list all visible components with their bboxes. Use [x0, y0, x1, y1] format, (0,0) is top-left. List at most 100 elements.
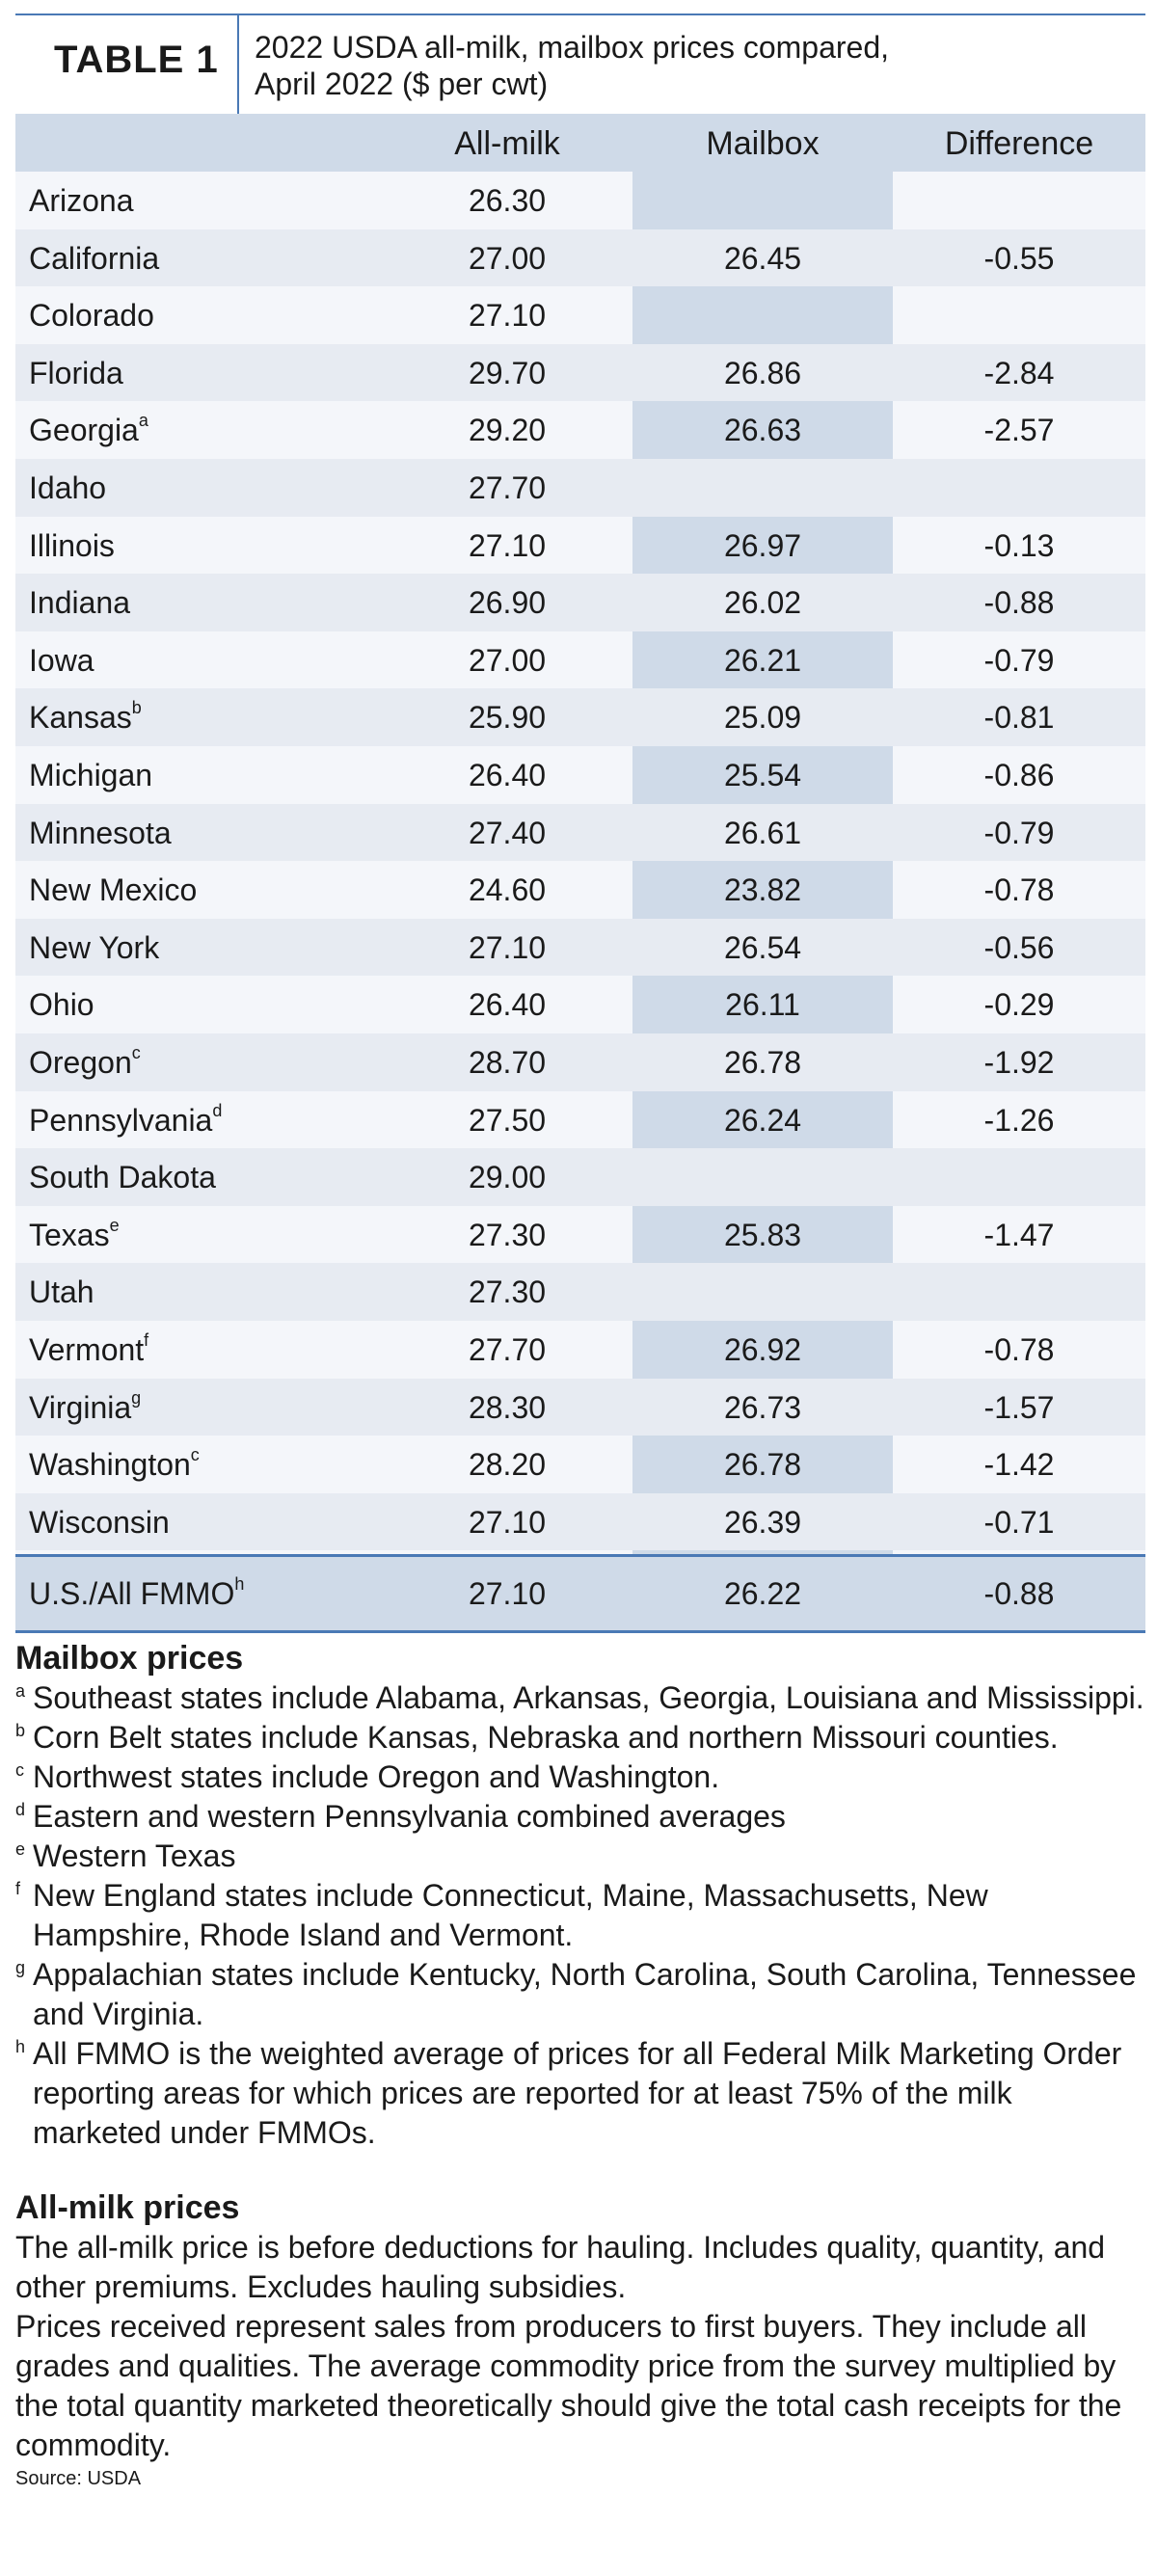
state-label: Vermont	[29, 1332, 145, 1367]
title-line-2: April 2022 ($ per cwt)	[255, 67, 549, 101]
mailbox-cell: 26.97	[723, 527, 802, 563]
state-label: Wisconsin	[29, 1504, 170, 1540]
difference-cell: -0.78	[983, 872, 1055, 908]
state-label: California	[29, 240, 160, 276]
notes-gap	[15, 2153, 1145, 2188]
table-title: 2022 USDA all-milk, mailbox prices compa…	[255, 29, 1103, 102]
table-header: TABLE 1 2022 USDA all-milk, mailbox pric…	[15, 13, 1145, 118]
state-label: Iowa	[29, 642, 94, 678]
total-difference-cell: -0.88	[983, 1576, 1055, 1611]
difference-cell: -1.57	[983, 1389, 1055, 1425]
difference-cell: -0.86	[983, 758, 1055, 792]
state-label: Texas	[29, 1217, 110, 1252]
state-cell: Florida	[29, 356, 123, 391]
footnote-text: Western Texas	[33, 1838, 236, 1873]
mailbox-cell: 25.83	[723, 1217, 802, 1252]
state-label: Virginia	[29, 1389, 132, 1425]
difference-cell: -1.47	[983, 1217, 1055, 1252]
footnote-item: b Corn Belt states include Kansas, Nebras…	[15, 1718, 1145, 1758]
total-state-label: U.S./All FMMO	[29, 1576, 235, 1611]
state-cell: Arizona	[29, 183, 134, 219]
source-note: Source: USDA	[15, 2468, 142, 2489]
state-label: South Dakota	[29, 1160, 216, 1195]
state-label: Pennsylvania	[29, 1102, 213, 1138]
table-row: Minnesota 27.40 26.61 -0.79	[15, 803, 1145, 862]
mailbox-notes-heading: Mailbox prices	[15, 1640, 244, 1677]
footnote-text: Corn Belt states include Kansas, Nebrask…	[33, 1720, 1059, 1755]
state-label: Michigan	[29, 758, 153, 792]
footnote-marker: c	[15, 1760, 24, 1780]
header-divider	[237, 15, 239, 116]
difference-cell: -1.26	[983, 1102, 1055, 1138]
footnote-text: Southeast states include Alabama, Arkans…	[33, 1680, 1144, 1715]
difference-cell: -0.29	[983, 987, 1055, 1023]
all-milk-cell: 27.00	[468, 642, 547, 678]
mailbox-cell: 25.54	[723, 758, 802, 792]
table-row: South Dakota 29.00	[15, 1148, 1145, 1206]
all-milk-cell: 29.70	[468, 355, 547, 390]
table-row: Utah 27.30	[15, 1263, 1145, 1321]
state-cell: Illinois	[29, 528, 115, 564]
footnote-mark: d	[212, 1100, 223, 1120]
state-cell: South Dakota	[29, 1160, 216, 1195]
footnote-item: d Eastern and western Pennsylvania combin…	[15, 1797, 1145, 1837]
footnote-marker: d	[15, 1800, 26, 1819]
all-milk-cell: 29.20	[468, 413, 547, 448]
difference-cell: -2.84	[983, 355, 1055, 390]
all-milk-cell: 27.10	[468, 1504, 547, 1540]
state-cell: Colorado	[29, 298, 154, 334]
table-row: Illinois 27.10 26.97 -0.13	[15, 517, 1145, 575]
all-milk-cell: 27.40	[468, 815, 547, 850]
table-row: Oregonc 28.70 26.78 -1.92	[15, 1033, 1145, 1091]
all-milk-cell: 27.10	[468, 527, 547, 563]
column-header-mailbox: Mailbox	[706, 125, 820, 162]
footnote-text: New England states include Connecticut, …	[33, 1878, 988, 1952]
all-milk-cell: 27.30	[468, 1217, 547, 1252]
footnote-item: f New England states include Connecticut,…	[15, 1876, 1145, 1955]
footnote-item: a Southeast states include Alabama, Arkan…	[15, 1678, 1145, 1718]
table-row: Washingtonc 28.20 26.78 -1.42	[15, 1436, 1145, 1493]
table-row: Texase 27.30 25.83 -1.47	[15, 1206, 1145, 1264]
allmilk-para-1: The all-milk price is before deductions …	[15, 2230, 1106, 2304]
footnote-text: All FMMO is the weighted average of pric…	[33, 2036, 1122, 2150]
state-label: Utah	[29, 1275, 94, 1310]
table-row: California 27.00 26.45 -0.55	[15, 228, 1145, 287]
difference-cell: -0.88	[983, 585, 1055, 621]
table-row: Vermontf 27.70 26.92 -0.78	[15, 1321, 1145, 1379]
difference-cell: -0.79	[983, 642, 1055, 678]
state-label: Washington	[29, 1447, 191, 1483]
all-milk-cell: 29.00	[468, 1160, 547, 1195]
mailbox-cell: 26.02	[723, 585, 802, 621]
difference-cell: -1.92	[983, 1045, 1055, 1080]
allmilk-notes-heading: All-milk prices	[15, 2189, 240, 2226]
footnote-text: Appalachian states include Kentucky, Nor…	[33, 1957, 1137, 2031]
notes-section: Mailbox prices a Southeast states include…	[15, 1639, 1145, 2492]
state-cell: Ohio	[29, 987, 94, 1023]
all-milk-cell: 27.70	[468, 470, 547, 505]
footnote-item: e Western Texas	[15, 1837, 1145, 1876]
footnote-marker: h	[15, 2037, 26, 2056]
table-row: Ohio 26.40 26.11 -0.29	[15, 976, 1145, 1033]
footnote-marker: e	[15, 1839, 26, 1859]
footnote-text: Eastern and western Pennsylvania combine…	[33, 1799, 786, 1834]
mailbox-cell: 26.54	[723, 929, 802, 965]
allmilk-para-2: Prices received represent sales from pro…	[15, 2309, 1122, 2462]
difference-cell: -2.57	[983, 413, 1055, 448]
all-milk-cell: 26.40	[468, 987, 547, 1023]
total-mailbox-cell: 26.22	[723, 1576, 802, 1611]
footnote-item: h All FMMO is the weighted average of pri…	[15, 2034, 1145, 2153]
state-label: Kansas	[29, 700, 132, 736]
state-cell: Virginiag	[29, 1388, 141, 1426]
table-row: Pennsylvaniad 27.50 26.24 -1.26	[15, 1091, 1145, 1149]
mailbox-cell: 26.86	[723, 355, 802, 390]
footnote-text: Northwest states include Oregon and Wash…	[33, 1759, 720, 1794]
table-row: Colorado 27.10	[15, 286, 1145, 344]
price-table: All-milk Mailbox Difference Arizona 26.30…	[15, 114, 1145, 1633]
mailbox-cell: 26.21	[723, 642, 802, 678]
footnote-marker: g	[15, 1958, 26, 1977]
table-row: Wisconsin 27.10 26.39 -0.71	[15, 1492, 1145, 1551]
state-label: Ohio	[29, 987, 94, 1023]
difference-cell: -1.42	[983, 1447, 1055, 1483]
all-milk-cell: 27.00	[468, 240, 547, 276]
